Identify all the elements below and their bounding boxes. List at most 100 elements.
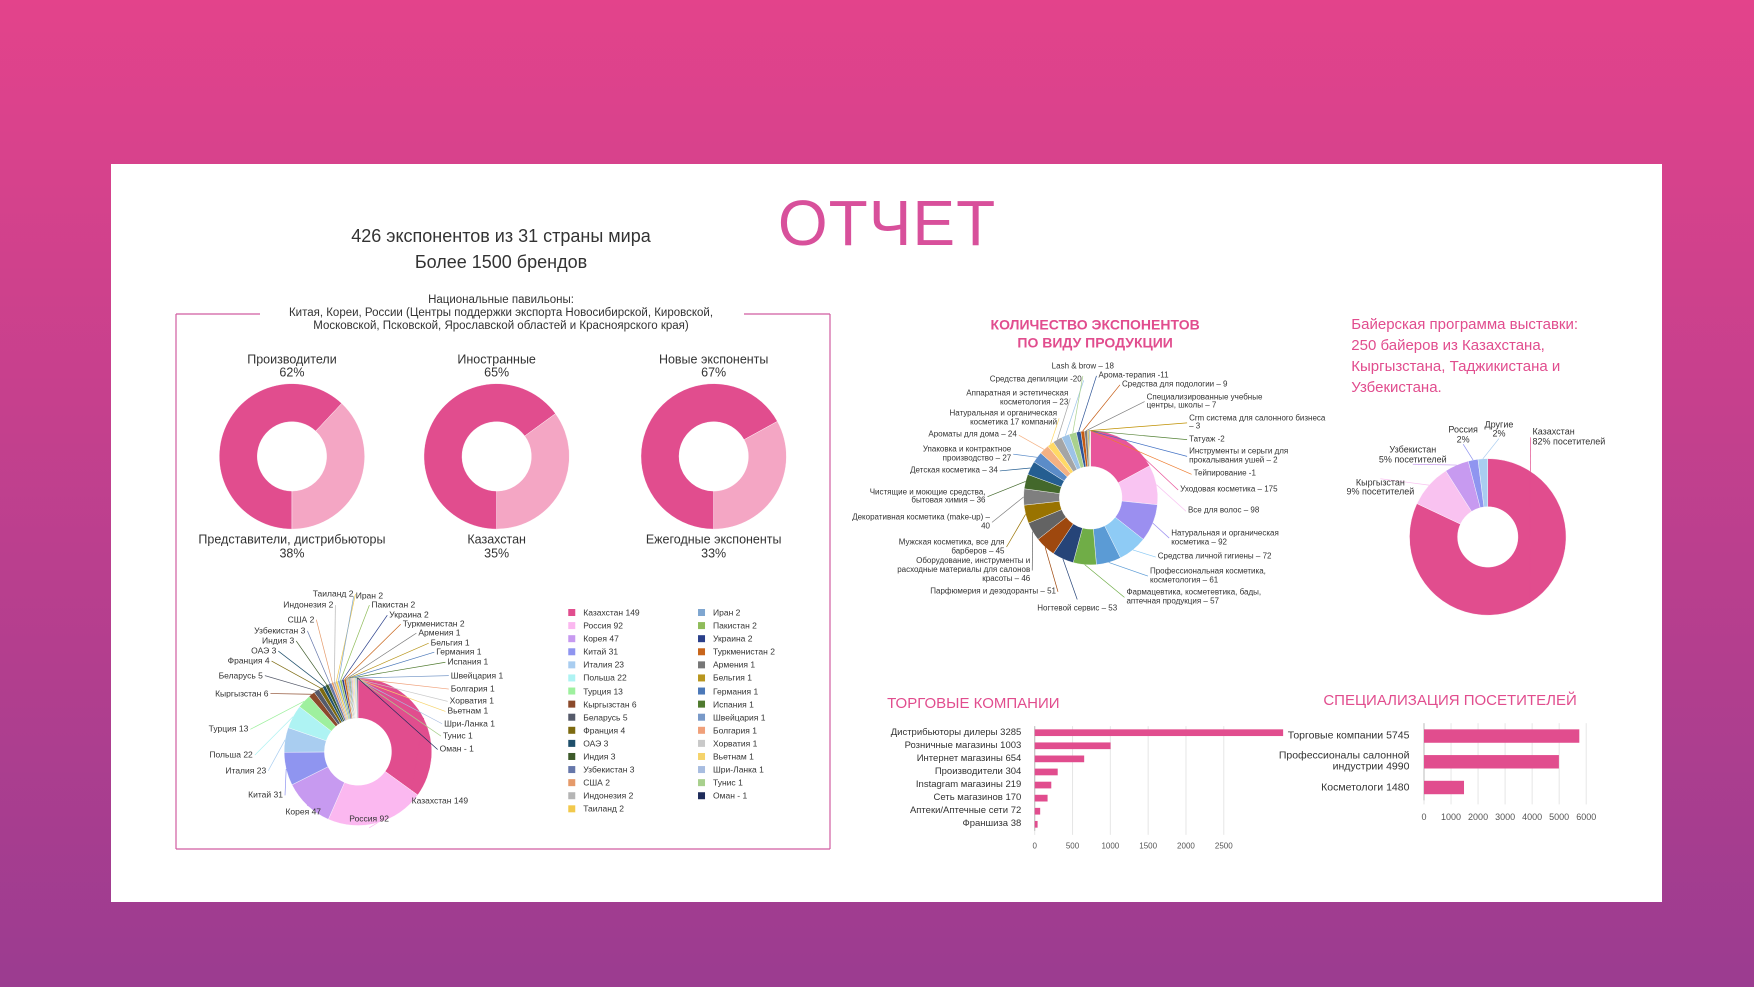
value-label: 22 — [243, 749, 253, 760]
leader-line — [348, 651, 435, 679]
legend-entry: США 2 — [583, 777, 610, 788]
slice-label: Индия 3 — [262, 636, 294, 645]
value-label: 1 — [468, 730, 473, 741]
leader-line — [356, 677, 442, 737]
legend-swatch — [568, 779, 576, 787]
legend-swatch — [568, 622, 576, 630]
value-label: – 92 — [1211, 537, 1227, 547]
bar — [1034, 820, 1038, 828]
legend-value: 1 — [752, 738, 758, 749]
legend-swatch — [698, 687, 706, 695]
legend-value: 4 — [620, 725, 626, 736]
value-label: 35% — [484, 546, 510, 560]
leader-line — [1088, 430, 1188, 440]
legend-label: Армения — [713, 659, 749, 670]
slice-label: Пакистан 2 — [371, 600, 415, 610]
category-label: Представители, дистрибьюторы — [198, 532, 386, 547]
legend-value: 1 — [753, 685, 759, 696]
slice-label: Lash & brow – 18 — [1052, 362, 1114, 372]
category-label: Натуральная и органическая косметика — [949, 408, 1058, 427]
slice-label: США 2 — [288, 615, 315, 624]
value-label: 17 компаний — [1010, 417, 1058, 427]
slice-label: Другие 2% — [1485, 419, 1514, 439]
leader-line — [409, 718, 425, 801]
legend-value: 1 — [749, 751, 754, 762]
slice-label: Индонезия 2 — [283, 600, 333, 610]
bar — [1424, 755, 1559, 769]
legend-swatch — [568, 700, 576, 708]
bar — [1424, 780, 1465, 795]
category-label: Торговые компании — [1287, 729, 1384, 742]
category-label: Ногтевой сервис — [1037, 603, 1100, 613]
legend-entry: Пакистан 2 — [713, 621, 757, 630]
x-tick-label: 6000 — [1576, 812, 1596, 823]
legend-swatch — [698, 648, 706, 656]
slice-label: Тунис 1 — [443, 731, 473, 740]
legend-label: Узбекистан — [583, 764, 628, 775]
category-label: Новые экспоненты — [658, 352, 769, 367]
value-label: 1003 — [1000, 739, 1022, 751]
leader-line — [278, 650, 325, 687]
category-label: Упаковка и контрактное производство — [922, 444, 1012, 463]
leader-line — [1090, 430, 1192, 475]
slice-label: Россия 2% — [1448, 425, 1478, 444]
category-label: Профессионалы салонной индустрии — [1278, 749, 1410, 773]
legend-swatch — [568, 713, 576, 721]
legend-swatch — [698, 713, 706, 721]
legend-value: 1 — [752, 725, 757, 736]
bar — [1034, 807, 1041, 815]
chart-title: Байерская программа выставки: 250 байеро… — [1351, 314, 1601, 398]
slice-label: Мужская косметика, все для барберов – 45 — [865, 538, 1005, 555]
legend-swatch — [568, 661, 576, 669]
slice-label: Новые экспоненты 67% — [659, 353, 768, 380]
slice-label: Швейцария 1 — [451, 670, 503, 680]
slice-label: Аппаратная и эстетическая косметология –… — [928, 388, 1069, 407]
leader-line — [295, 640, 328, 685]
legend-value: 2 — [628, 790, 634, 801]
leader-line — [344, 623, 401, 680]
legend-entry: Узбекистан 3 — [583, 765, 634, 774]
legend-entry: Польша 22 — [583, 673, 626, 683]
slice-label: ОАЭ 3 — [251, 646, 276, 655]
legend-entry: Вьетнам 1 — [713, 752, 754, 761]
leader-line — [1082, 384, 1121, 432]
value-label: – 175 — [1257, 484, 1278, 494]
legend-label: ОАЭ — [583, 738, 602, 749]
category-label: Оборудование, инструменты и расходные ма… — [897, 556, 1031, 583]
legend-value: 1 — [750, 659, 756, 670]
leader-line — [1152, 522, 1170, 539]
legend-swatch — [568, 687, 576, 695]
x-tick-label: 4000 — [1522, 812, 1542, 823]
value-label: – 2 — [1266, 455, 1278, 465]
slice-label: Кыргызстан 9% посетителей — [1346, 477, 1414, 497]
category-label: Аппаратная и эстетическая косметология — [966, 388, 1069, 407]
slice-label: Армения 1 — [418, 628, 460, 638]
tick-text: 2000 — [1468, 811, 1489, 822]
x-tick-label: 3000 — [1495, 812, 1515, 823]
leader-line — [306, 804, 324, 813]
value-label: 304 — [1005, 765, 1022, 777]
bar-label: Торговые компании 5745 — [1288, 730, 1410, 741]
category-label: Детская косметика — [910, 465, 980, 475]
legend-entry: Франция 4 — [583, 726, 625, 735]
slice-label: Специализированные учебные центры, школы… — [1147, 392, 1287, 410]
value-label: 31 — [273, 789, 283, 800]
leader-line — [250, 700, 305, 730]
donut-slice — [423, 383, 556, 530]
pavilion-frame — [175, 313, 831, 850]
leader-line — [1072, 375, 1084, 434]
chart-title: КОЛИЧЕСТВО ЭКСПОНЕНТОВ ПО ВИДУ ПРОДУКЦИИ — [983, 317, 1208, 352]
leader-line — [1124, 439, 1179, 491]
legend-value: 5 — [622, 712, 628, 723]
legend-value: 2 — [605, 777, 610, 788]
legend-swatch — [698, 661, 706, 669]
leader-line — [1084, 564, 1125, 598]
leader-line — [271, 660, 321, 689]
legend-entry: Хорватия 1 — [713, 739, 757, 748]
category-label: Индия — [261, 635, 288, 646]
category-label: Аптеки/Аптечные сети — [909, 805, 1009, 817]
category-label: Оман — [439, 743, 462, 754]
slice-label: Вьетнам 1 — [447, 706, 488, 716]
tick-text: 1000 — [1441, 811, 1462, 822]
category-label: Казахстан — [1532, 426, 1575, 437]
